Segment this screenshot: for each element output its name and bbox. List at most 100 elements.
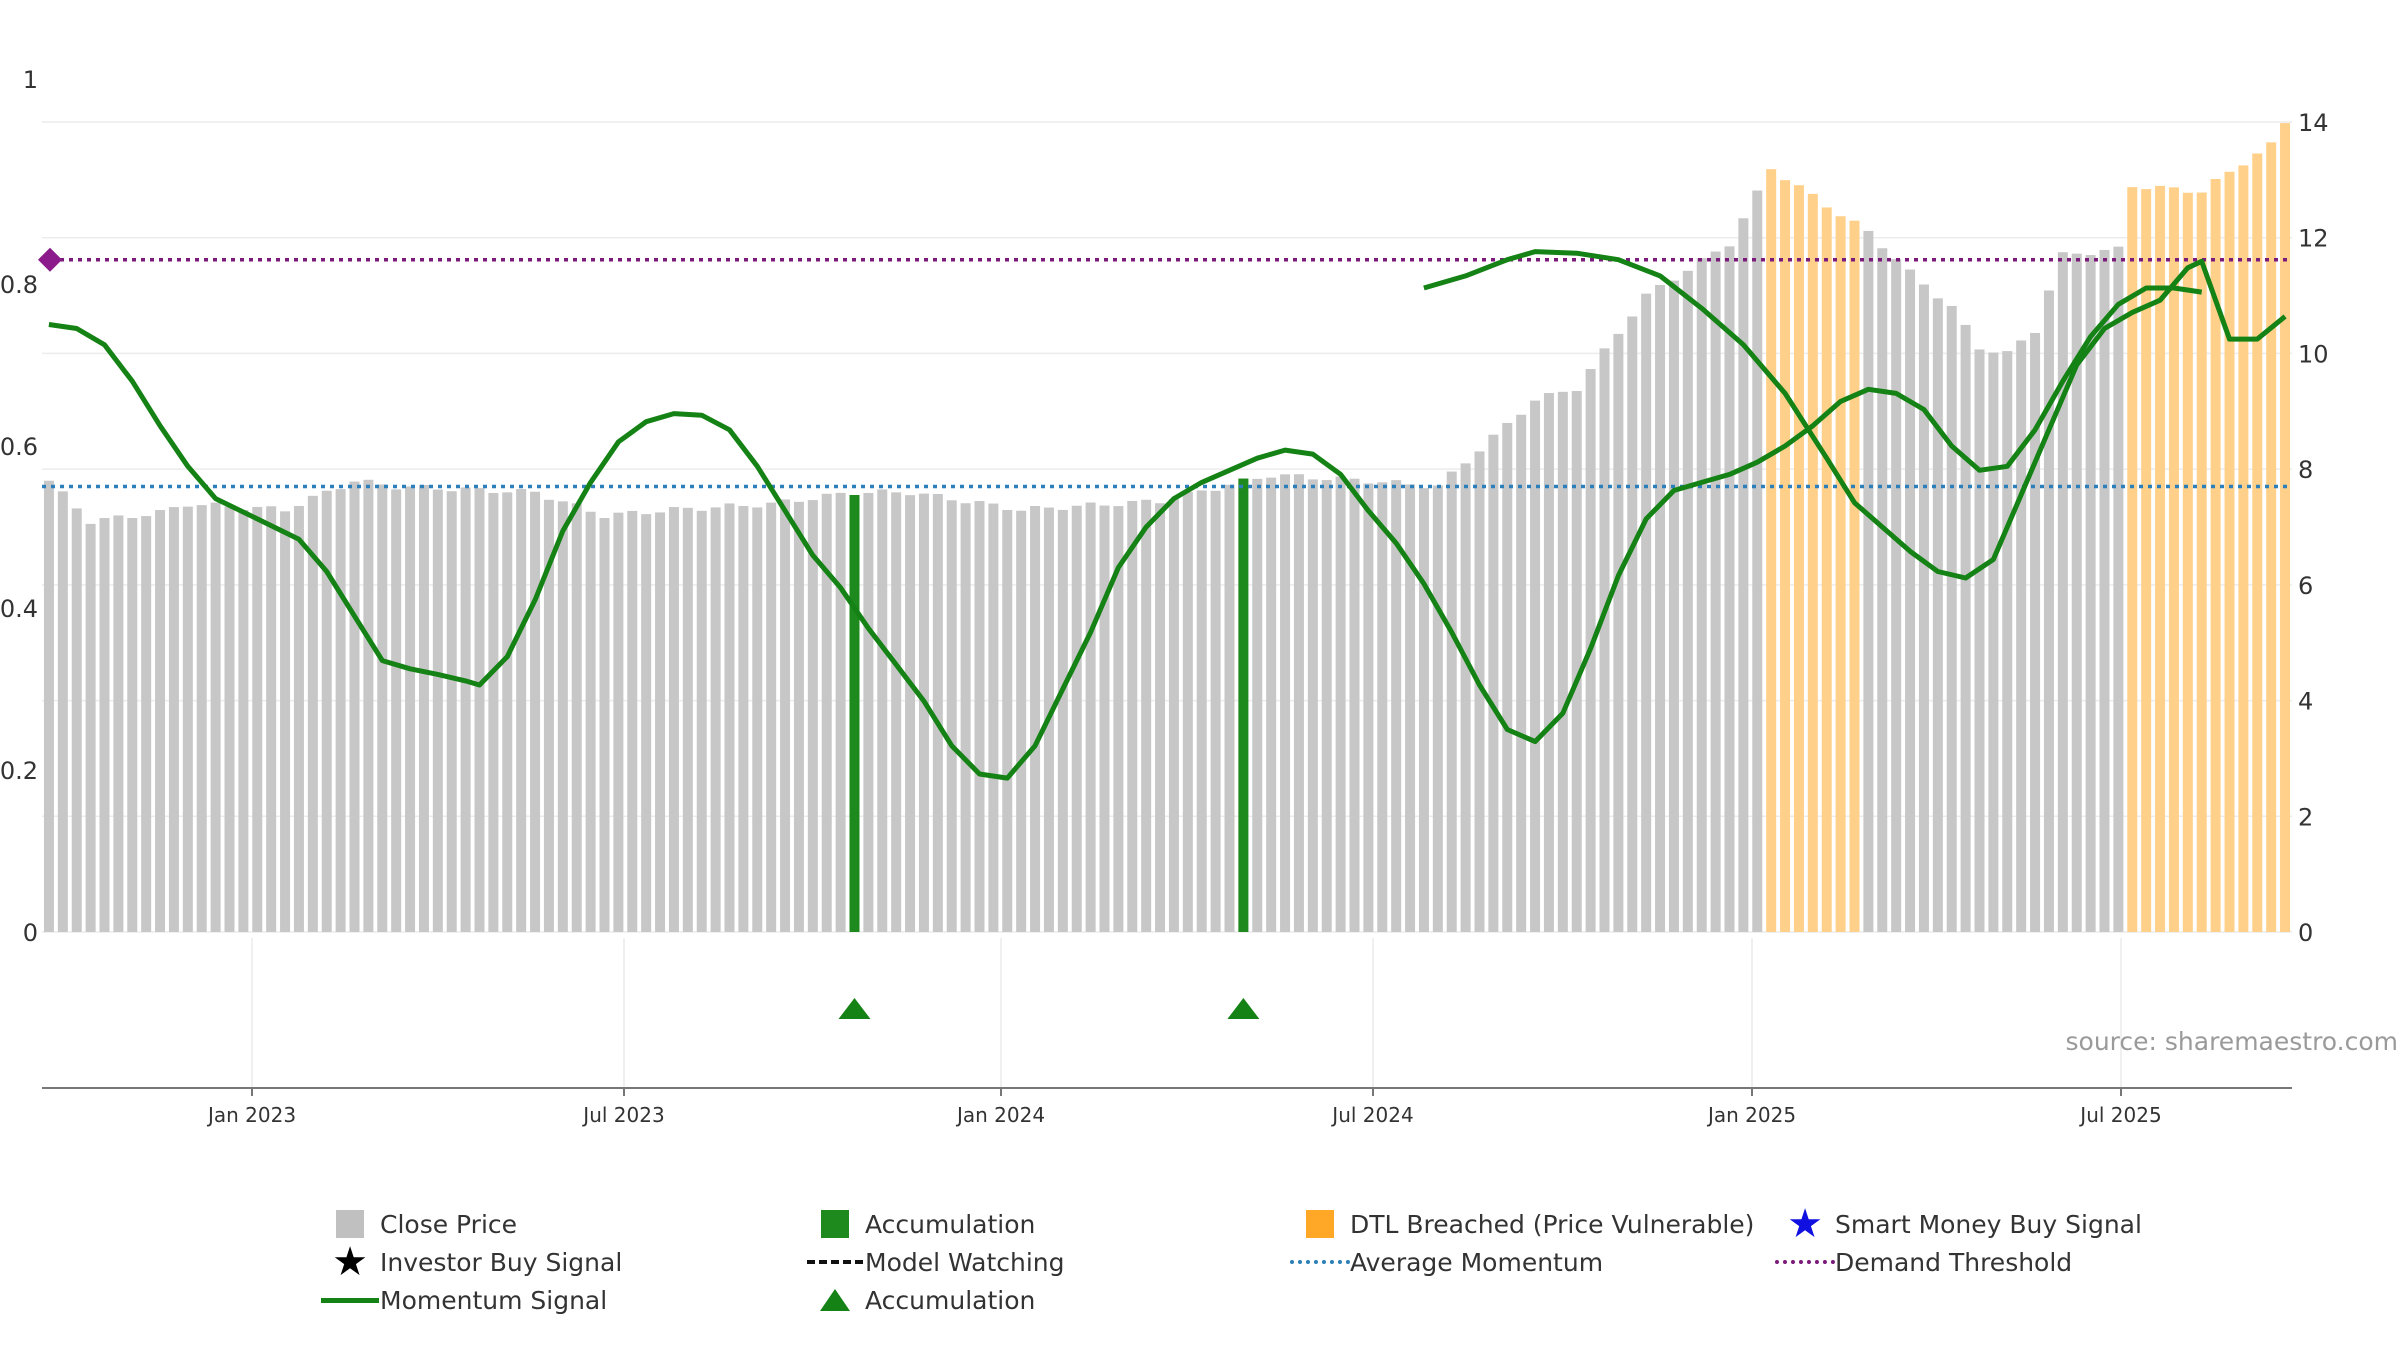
close-price-bar xyxy=(516,488,527,932)
dtl-breached-bar xyxy=(2252,153,2263,932)
close-price-bar xyxy=(1002,509,1013,932)
close-price-bar xyxy=(474,488,485,932)
close-price-bar xyxy=(2099,249,2110,932)
legend-momentum-signal-line xyxy=(321,1297,379,1303)
close-price-bar xyxy=(1960,324,1971,932)
close-price-bar xyxy=(321,490,332,932)
close-price-bar xyxy=(891,492,902,932)
dtl-breached-bar xyxy=(2238,165,2249,932)
close-price-bar xyxy=(877,489,888,932)
close-price-bar xyxy=(196,505,207,932)
close-price-bar xyxy=(1918,284,1929,932)
close-price-bar xyxy=(1266,477,1277,932)
right-tick-label: 10 xyxy=(2298,340,2329,368)
close-price-bar xyxy=(807,500,818,932)
close-price-bar xyxy=(168,507,179,932)
close-price-bar xyxy=(57,491,68,932)
close-price-bar xyxy=(1988,352,1999,932)
left-tick-label: 1 xyxy=(23,66,38,94)
close-price-bar xyxy=(668,507,679,932)
close-price-bar xyxy=(1335,476,1346,932)
right-tick-label: 6 xyxy=(2298,572,2313,600)
close-price-bar xyxy=(1932,298,1943,932)
close-price-bar xyxy=(1516,414,1527,932)
close-price-bar xyxy=(793,501,804,932)
close-price-bar xyxy=(682,507,693,932)
close-price-bar xyxy=(377,484,388,932)
close-price-bar xyxy=(543,499,554,932)
close-price-bar xyxy=(432,489,443,932)
legend-average-momentum-label: Average Momentum xyxy=(1350,1247,1604,1277)
close-price-bar xyxy=(585,511,596,932)
close-price-bar xyxy=(835,492,846,932)
accumulation-bar xyxy=(849,494,860,932)
close-price-bar xyxy=(1432,485,1443,932)
close-price-bar xyxy=(1710,251,1721,932)
close-price-bar xyxy=(1974,349,1985,932)
close-price-bar xyxy=(363,479,374,932)
dtl-breached-bar xyxy=(2210,178,2221,932)
close-price-bar xyxy=(1099,505,1110,932)
dtl-breached-bar xyxy=(1821,207,1832,932)
right-tick-label: 4 xyxy=(2298,688,2313,716)
dtl-breached-bar xyxy=(1849,220,1860,932)
legend-accumulation-bar-label: Accumulation xyxy=(865,1209,1036,1239)
close-price-bar xyxy=(780,499,791,932)
right-tick-label: 8 xyxy=(2298,456,2313,484)
close-price-bar xyxy=(127,518,138,932)
close-price-bar xyxy=(557,501,568,932)
accumulation-marker xyxy=(1227,998,1260,1019)
close-price-bar xyxy=(2043,290,2054,932)
left-tick-label: 0.4 xyxy=(0,595,38,623)
close-price-bar xyxy=(1724,246,1735,932)
close-price-bar xyxy=(1252,478,1263,932)
close-price-bar xyxy=(1196,490,1207,932)
close-price-bar xyxy=(113,515,124,932)
close-price-bar xyxy=(1141,499,1152,932)
star-icon: ★ xyxy=(332,1239,368,1285)
close-price-bar xyxy=(1627,316,1638,932)
close-price-bar xyxy=(1488,434,1499,932)
close-price-bar xyxy=(1613,333,1624,932)
close-price-bar xyxy=(502,492,513,932)
dtl-breached-bar xyxy=(1766,169,1777,933)
close-price-bar xyxy=(1905,269,1916,932)
legend-accumulation-marker-label: Accumulation xyxy=(865,1285,1036,1315)
close-price-bar xyxy=(1474,451,1485,932)
close-price-bar xyxy=(85,523,96,932)
close-price-bar xyxy=(627,510,638,932)
x-tick-label: Jul 2023 xyxy=(581,1103,664,1127)
close-price-bar xyxy=(460,487,471,932)
legend-demand-threshold-label: Demand Threshold xyxy=(1835,1247,2073,1277)
dtl-breached-bar xyxy=(2182,192,2193,933)
legend-average-momentum-line xyxy=(1290,1260,1350,1264)
close-price-bar xyxy=(280,511,291,932)
close-price-bar xyxy=(1321,480,1332,932)
close-price-bar xyxy=(1349,478,1360,932)
legend-dtl-breached-label: DTL Breached (Price Vulnerable) xyxy=(1350,1209,1755,1239)
close-price-bar xyxy=(1057,509,1068,932)
close-price-bar xyxy=(1863,230,1874,933)
left-tick-label: 0.6 xyxy=(0,433,38,461)
close-price-bar xyxy=(252,506,263,932)
close-price-bar xyxy=(1224,484,1235,932)
close-price-bar xyxy=(2016,340,2027,932)
close-price-bar xyxy=(724,503,735,932)
close-price-bar xyxy=(1682,270,1693,933)
close-price-bar xyxy=(1543,393,1554,932)
close-price-bar xyxy=(1168,499,1179,932)
legend-demand-threshold: Demand Threshold xyxy=(1775,1245,2072,1279)
dtl-breached-bar xyxy=(1835,216,1846,932)
legend-model-watching-line xyxy=(807,1260,863,1264)
close-price-bar xyxy=(696,510,707,932)
close-price-bar xyxy=(1530,400,1541,933)
close-price-bar xyxy=(1377,482,1388,932)
source-label: source: sharemaestro.com xyxy=(2066,1027,2399,1056)
close-price-bar xyxy=(918,493,929,932)
close-price-bar xyxy=(932,493,943,932)
close-price-bar xyxy=(1502,422,1513,932)
x-tick-label: Jan 2025 xyxy=(1706,1103,1796,1127)
close-price-bar xyxy=(1696,258,1707,933)
close-price-bar xyxy=(1946,305,1957,932)
